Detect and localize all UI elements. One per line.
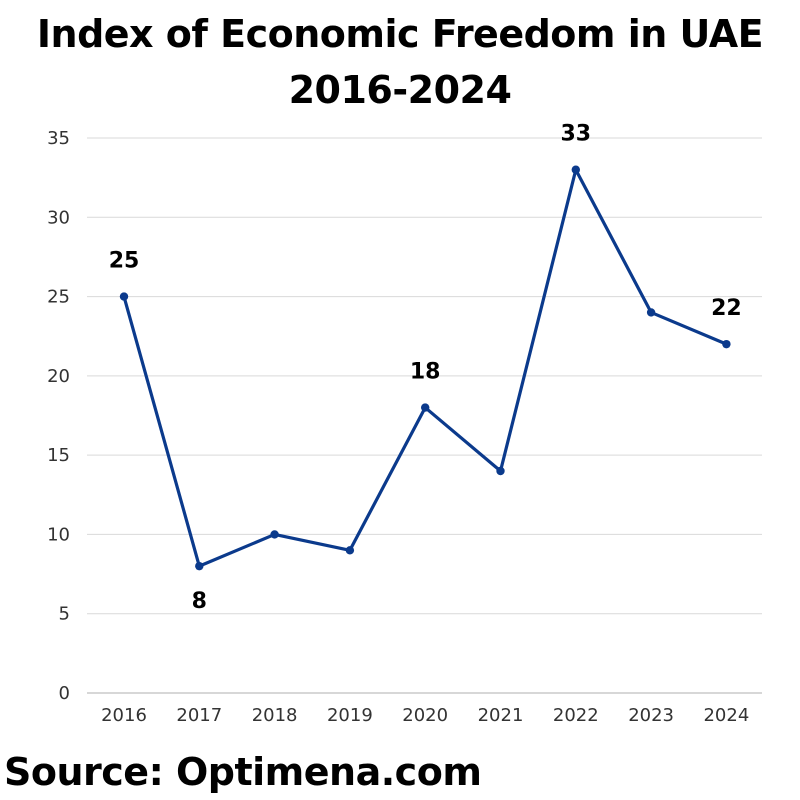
data-label: 33 [560, 122, 591, 147]
x-tick-label: 2024 [703, 705, 749, 726]
x-tick-label: 2021 [478, 705, 524, 726]
data-label: 25 [109, 249, 140, 274]
y-tick-label: 0 [59, 683, 70, 704]
x-tick-label: 2019 [327, 705, 373, 726]
chart-title: Index of Economic Freedom in UAE 2016-20… [0, 6, 800, 118]
source-caption: Source: Optimena.com [4, 750, 482, 794]
data-point [119, 292, 129, 301]
data-point [421, 403, 430, 412]
data-label: 22 [711, 296, 742, 321]
x-tick-label: 2020 [402, 705, 448, 726]
y-tick-label: 20 [47, 366, 70, 387]
x-tick-label: 2022 [553, 705, 599, 726]
y-tick-label: 5 [59, 604, 70, 625]
x-tick-label: 2016 [101, 705, 147, 726]
y-tick-label: 25 [47, 287, 70, 308]
y-tick-label: 10 [47, 524, 70, 545]
data-point [270, 530, 279, 539]
data-point [722, 339, 731, 349]
y-tick-label: 15 [47, 445, 70, 466]
data-point [496, 466, 505, 476]
chart-title-line-2: 2016-2024 [288, 68, 512, 112]
data-label: 8 [192, 589, 207, 614]
x-tick-label: 2023 [628, 705, 674, 726]
y-tick-label: 35 [47, 128, 70, 149]
data-point [345, 546, 355, 555]
data-point [646, 308, 656, 317]
x-tick-label: 2018 [252, 705, 298, 726]
data-point [571, 165, 580, 174]
data-point [195, 561, 204, 571]
y-tick-label: 30 [47, 207, 70, 228]
chart-title-line-1: Index of Economic Freedom in UAE [36, 12, 764, 56]
line-chart: 0 5 10 15 20 25 30 35 2016 2017 2018 2019 2020 2021 20… [47, 122, 762, 726]
data-label: 18 [410, 360, 441, 385]
x-tick-label: 2017 [176, 705, 222, 726]
